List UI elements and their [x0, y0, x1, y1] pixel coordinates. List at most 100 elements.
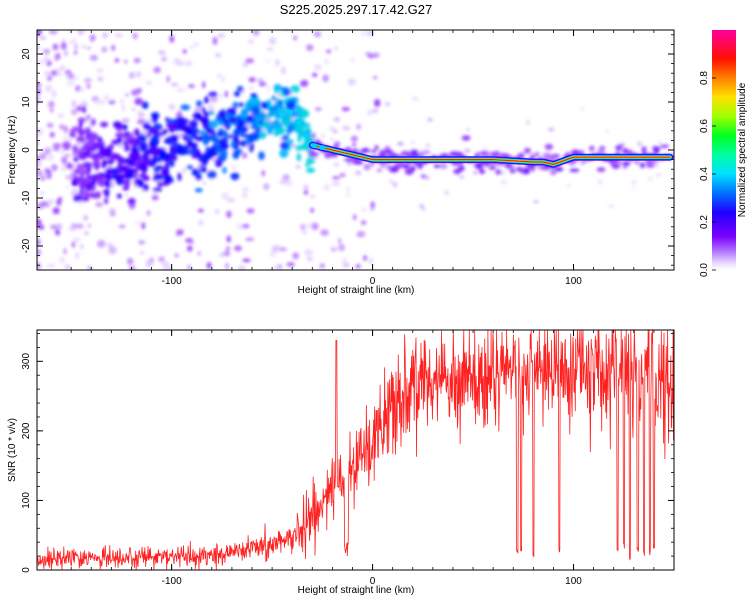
spectrogram-signal-blob [200, 166, 208, 173]
spectrogram-noise-blob [158, 257, 165, 262]
spectrogram-signal-blob [162, 129, 169, 135]
spectrogram-signal-blob [107, 159, 114, 165]
spectrogram-noise-blob [466, 128, 470, 131]
spectrogram-noise-blob [329, 138, 335, 141]
spectrogram-noise-blob [309, 194, 316, 199]
spectrogram-signal-blob [298, 130, 304, 139]
spectrogram-noise-blob [81, 44, 86, 49]
spectrogram-noise-blob [114, 33, 124, 38]
spectrogram-signal-blob [569, 168, 580, 173]
spectrogram-signal-blob [238, 102, 244, 108]
spectrogram-noise-blob [37, 128, 41, 136]
spectrogram-noise-blob [347, 188, 350, 190]
spectrogram-noise-blob [65, 185, 70, 189]
spectrogram-signal-blob [296, 153, 302, 162]
spectrogram-signal-blob [530, 168, 535, 172]
spectrogram-signal-blob [287, 139, 294, 146]
spectrogram-signal-blob [244, 101, 252, 110]
spectrogram-noise-blob [655, 172, 661, 178]
spectrogram-noise-blob [302, 229, 307, 235]
spectrogram-noise-blob [44, 71, 52, 76]
spectrogram-y-tick-label: 0 [21, 147, 32, 153]
spectrogram-signal-blob [300, 109, 310, 118]
spectrogram-signal-blob [280, 86, 289, 93]
spectrogram-signal-blob [196, 150, 201, 159]
spectrogram-signal-blob [195, 173, 202, 181]
spectrogram-noise-blob [410, 140, 415, 145]
spectrogram-noise-blob [350, 135, 358, 142]
spectrogram-signal-blob [285, 100, 296, 110]
colorbar-label: Normalized spectral amplitude [737, 82, 748, 217]
spectrogram-noise-blob [654, 164, 660, 168]
spectrogram-noise-blob [37, 202, 45, 210]
spectrogram-noise-blob [286, 262, 296, 267]
snr-panel: -100 0 100 0 100 200 300 Height of straight li… [7, 329, 675, 596]
spectrogram-noise-blob [548, 127, 555, 132]
spectrogram-signal-blob [95, 173, 103, 182]
spectrogram-ridge-knot [303, 132, 310, 138]
spectrogram-noise-blob [275, 59, 280, 67]
spectrogram-noise-blob [86, 84, 91, 89]
spectrogram-signal-blob [180, 104, 191, 111]
spectrogram-noise-blob [220, 192, 230, 200]
spectrogram-signal-blob [94, 164, 99, 171]
spectrogram-signal-blob [91, 194, 101, 199]
spectrogram-signal-blob [294, 104, 302, 112]
spectrogram-noise-blob [89, 34, 96, 41]
spectrogram-signal-blob [223, 130, 228, 139]
spectrogram-noise-blob [37, 262, 42, 270]
spectrogram-signal-blob [571, 149, 580, 155]
spectrogram-signal-blob [555, 166, 564, 172]
spectrogram-signal-blob [169, 145, 175, 155]
spectrogram-noise-blob [341, 257, 348, 266]
spectrogram-noise-blob [39, 36, 47, 40]
spectrogram-signal-blob [370, 149, 377, 153]
spectrogram-signal-blob [282, 119, 291, 127]
spectrogram-signal-blob [142, 183, 149, 192]
spectrogram-noise-blob [605, 129, 610, 133]
spectrogram-ridge [279, 109, 674, 168]
spectrogram-noise-blob [580, 108, 584, 111]
spectrogram-noise-blob [96, 68, 104, 73]
spectrogram-noise-blob [356, 123, 362, 131]
spectrogram-noise-blob [74, 43, 78, 50]
spectrogram-signal-blob [156, 157, 164, 163]
spectrogram-noise-blob [51, 164, 58, 172]
spectrogram-signal-blob [154, 173, 164, 181]
spectrogram-signal-blob [273, 123, 280, 131]
spectrogram-noise-blob [153, 66, 161, 74]
spectrogram-signal-blob [146, 131, 151, 138]
spectrogram-noise-blob [114, 58, 120, 63]
spectrogram-noise-blob [331, 181, 341, 186]
spectrogram-noise-blob [95, 201, 103, 208]
spectrogram-signal-blob [84, 127, 92, 136]
spectrogram-noise-blob [182, 49, 187, 54]
spectrogram-noise-blob [80, 30, 87, 33]
spectrogram-signal-blob [106, 180, 111, 189]
spectrogram-signal-blob [352, 143, 357, 147]
spectrogram-noise-blob [193, 42, 200, 47]
spectrogram-noise-blob [169, 35, 174, 43]
spectrogram-signal-blob [490, 151, 500, 157]
spectrogram-noise-blob [106, 242, 114, 248]
spectrogram-noise-blob [384, 102, 391, 106]
spectrogram-noise-blob [37, 154, 44, 160]
spectrogram-signal-blob [218, 110, 226, 119]
spectrogram-signal-blob [394, 163, 405, 168]
spectrogram-noise-blob [188, 84, 195, 88]
spectrogram-signal-blob [136, 157, 142, 165]
spectrogram-noise-blob [189, 45, 194, 50]
spectrogram-noise-blob [124, 60, 128, 64]
spectrogram-ridge-knot [311, 143, 318, 149]
spectrogram-signal-blob [182, 133, 188, 142]
spectrogram-noise-blob [79, 244, 84, 249]
spectrogram-noise-blob [187, 264, 191, 270]
spectrogram-noise-blob [64, 73, 70, 78]
spectrogram-signal-blob [344, 158, 354, 162]
spectrogram-noise-blob [187, 245, 193, 252]
spectrogram-signal-blob [232, 101, 239, 109]
spectrogram-noise-blob [246, 208, 255, 214]
spectrogram-signal-blob [509, 168, 516, 174]
spectrogram-noise-blob [212, 36, 218, 45]
spectrogram-noise-blob [86, 46, 91, 50]
